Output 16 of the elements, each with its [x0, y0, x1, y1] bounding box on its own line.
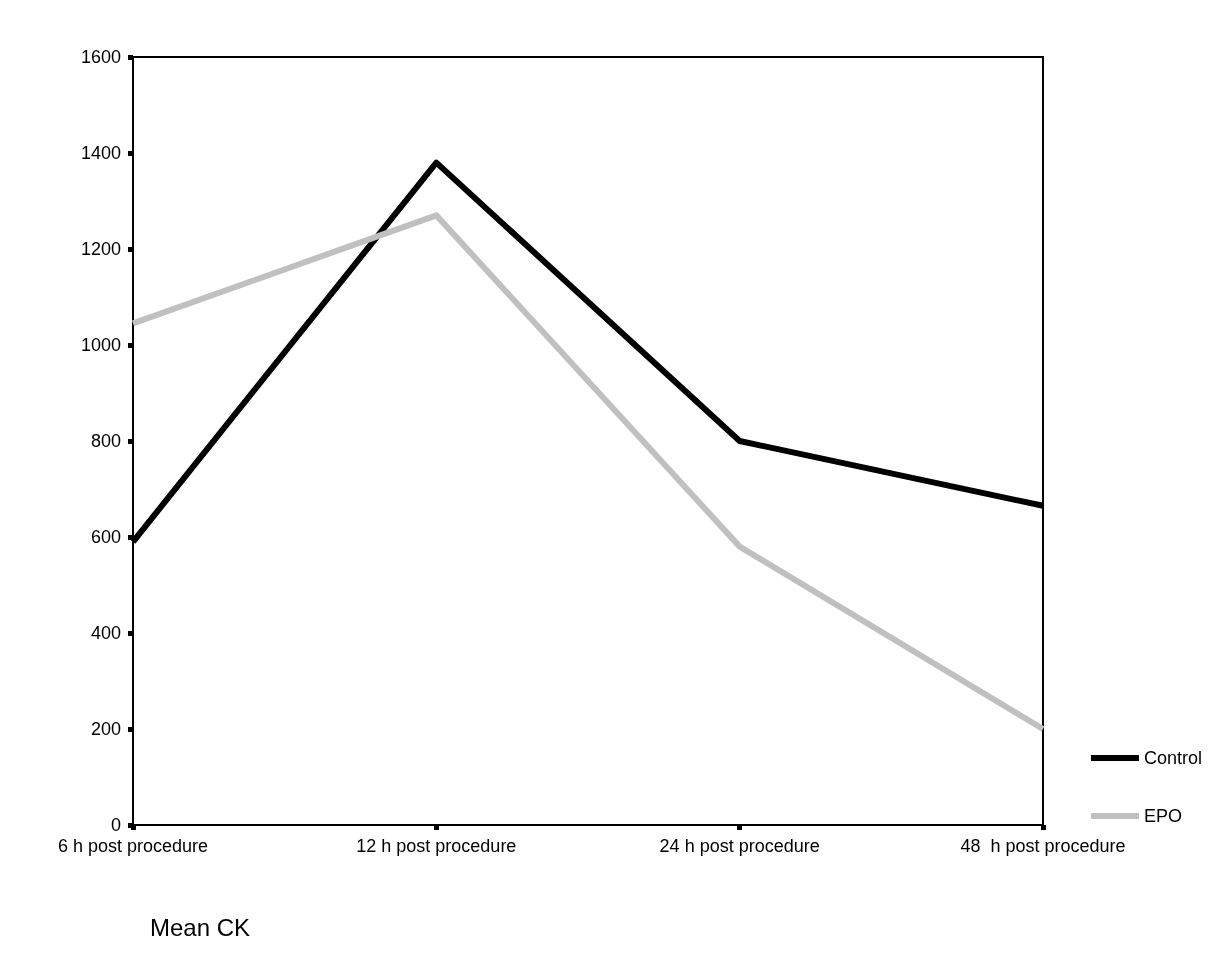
text: Mean CK [150, 913, 251, 941]
x-tick-label: 24 h post procedure [659, 836, 820, 856]
legend-label: EPO [1143, 806, 1182, 826]
y-tick-label: 600 [90, 527, 121, 547]
y-tick-label: 400 [90, 623, 121, 643]
x-tick-label: 12 h post procedure [356, 836, 517, 856]
legend-label: Control [1143, 748, 1203, 768]
y-tick-label: 200 [90, 719, 121, 739]
y-tick-label: 0 [110, 815, 121, 835]
y-tick-label: 1400 [80, 143, 121, 163]
y-tick-label: 1000 [80, 335, 121, 355]
x-tick-label: 48 h post procedure [960, 836, 1126, 856]
x-tick-label: 6 h post procedure [57, 836, 209, 856]
y-tick-label: 1600 [80, 47, 121, 67]
y-tick-label: 800 [90, 431, 121, 451]
y-tick-label: 1200 [80, 239, 121, 259]
